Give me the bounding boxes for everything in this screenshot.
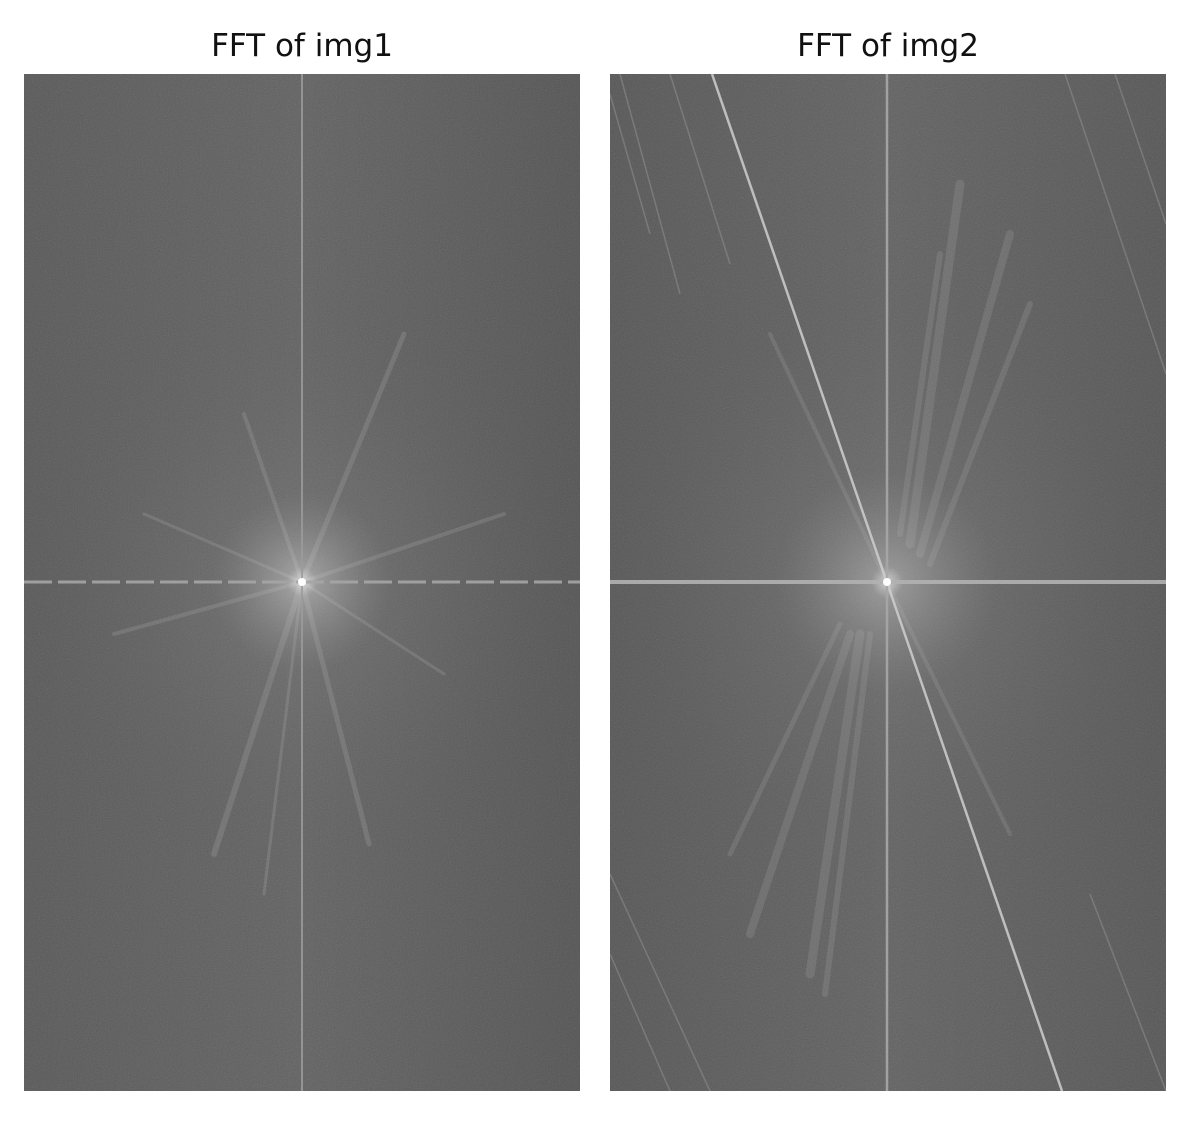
panel-title-img1: FFT of img1 (211, 28, 393, 64)
panel-title-img2: FFT of img2 (797, 28, 979, 64)
fft-spectrum-img2 (610, 74, 1166, 1091)
spectrum-center-point (883, 578, 891, 586)
fft-spectrum-img1 (24, 74, 580, 1091)
spectrum-center-point (298, 578, 306, 586)
spectrum-edge-lines (610, 74, 1166, 1091)
